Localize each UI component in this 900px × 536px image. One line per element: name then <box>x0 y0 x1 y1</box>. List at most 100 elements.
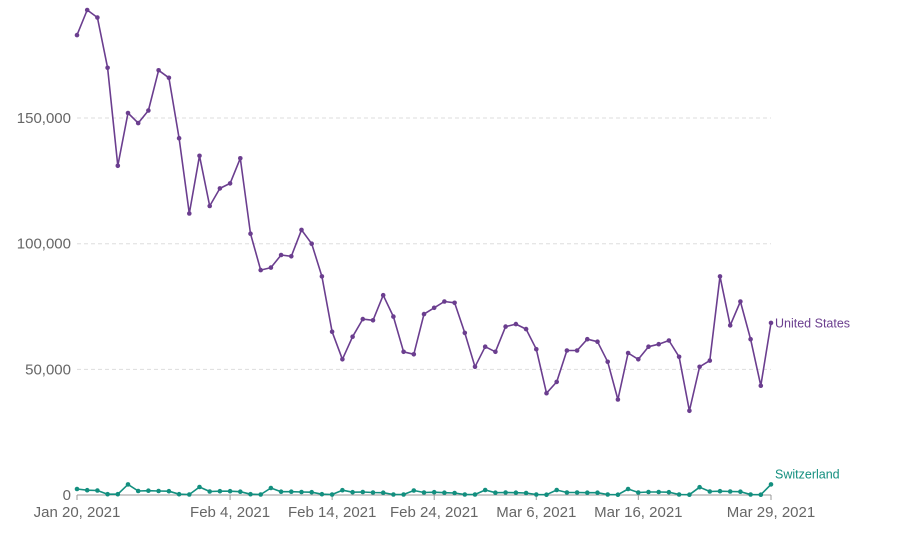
y-axis-ticks: 0 50,000 100,000 150,000 <box>17 110 71 504</box>
data-point <box>738 299 743 304</box>
data-point <box>340 487 345 493</box>
data-point <box>299 227 304 233</box>
data-point <box>319 274 325 279</box>
data-point <box>625 486 631 492</box>
data-point <box>125 110 131 116</box>
data-point <box>615 397 621 402</box>
data-point <box>146 488 151 494</box>
data-point <box>217 488 223 494</box>
data-point <box>636 490 641 495</box>
x-axis-ticks: Jan 20, 2021 Feb 4, 2021 Feb 14, 2021 Feb 2… <box>34 495 815 521</box>
data-point <box>227 181 233 186</box>
data-point <box>687 408 692 414</box>
data-point <box>187 492 192 497</box>
data-point <box>544 492 549 498</box>
data-point <box>676 492 682 497</box>
data-point <box>411 488 417 493</box>
series-line <box>76 9 772 412</box>
data-point <box>513 490 519 496</box>
data-point <box>472 492 478 497</box>
data-point <box>309 241 315 246</box>
data-point <box>156 68 161 73</box>
data-point <box>646 344 651 350</box>
data-point <box>289 489 294 495</box>
data-point <box>452 300 457 306</box>
data-point <box>380 292 386 298</box>
data-point <box>697 484 702 490</box>
data-point <box>768 482 774 487</box>
data-point <box>564 490 570 495</box>
data-point <box>625 350 631 356</box>
series-label: United States <box>775 316 850 330</box>
data-point <box>95 15 100 20</box>
data-point <box>105 65 110 71</box>
data-point <box>319 491 325 497</box>
data-point <box>666 338 672 343</box>
data-point <box>289 253 294 259</box>
data-point <box>268 265 274 270</box>
series-label: Switzerland <box>775 467 840 481</box>
x-tick-label: Jan 20, 2021 <box>34 504 121 521</box>
data-point <box>380 490 386 496</box>
x-tick-label: Mar 29, 2021 <box>727 504 815 521</box>
data-point <box>360 489 366 495</box>
data-point <box>727 489 733 494</box>
data-point <box>248 231 253 236</box>
x-tick-label: Feb 24, 2021 <box>390 504 478 521</box>
series-layer <box>74 7 774 498</box>
data-point <box>605 492 610 497</box>
data-point <box>329 329 335 335</box>
data-point <box>268 485 274 491</box>
data-point <box>493 490 498 496</box>
data-point <box>238 489 243 495</box>
data-point <box>84 7 90 13</box>
data-point <box>523 490 529 496</box>
data-point <box>534 346 539 352</box>
data-point <box>758 492 764 498</box>
data-point <box>176 491 182 497</box>
data-point <box>350 334 355 340</box>
data-point <box>656 489 661 495</box>
data-point <box>727 323 733 328</box>
x-tick-label: Mar 6, 2021 <box>496 504 576 521</box>
x-tick-label: Mar 16, 2021 <box>594 504 682 521</box>
data-point <box>135 488 141 494</box>
x-tick-label: Feb 14, 2021 <box>288 504 376 521</box>
data-point <box>248 491 253 497</box>
data-point <box>676 354 682 360</box>
data-point <box>482 487 488 493</box>
data-point <box>564 348 570 353</box>
data-point <box>442 299 447 304</box>
data-point <box>717 488 723 494</box>
data-point <box>278 252 284 258</box>
data-point <box>615 492 621 498</box>
data-point <box>493 349 498 355</box>
data-point <box>574 348 580 353</box>
data-point <box>431 305 437 311</box>
data-point <box>442 490 447 496</box>
data-point <box>666 489 672 495</box>
y-tick-label: 50,000 <box>25 361 71 378</box>
data-point <box>278 489 284 495</box>
data-point <box>370 318 376 323</box>
data-point <box>197 153 202 159</box>
data-point <box>135 120 141 126</box>
data-point <box>452 490 457 496</box>
series-labels: United States Switzerland <box>775 316 850 481</box>
data-point <box>329 492 335 497</box>
data-point <box>554 379 559 385</box>
data-point <box>95 488 100 493</box>
data-point <box>421 311 427 317</box>
data-point <box>523 326 529 332</box>
data-point <box>207 489 212 494</box>
data-point <box>166 75 172 81</box>
data-point <box>187 211 192 216</box>
data-point <box>421 490 427 495</box>
data-point <box>401 492 406 497</box>
data-point <box>595 490 600 496</box>
data-point <box>462 330 468 336</box>
data-point <box>391 314 396 319</box>
data-point <box>401 349 406 355</box>
data-point <box>585 490 590 496</box>
